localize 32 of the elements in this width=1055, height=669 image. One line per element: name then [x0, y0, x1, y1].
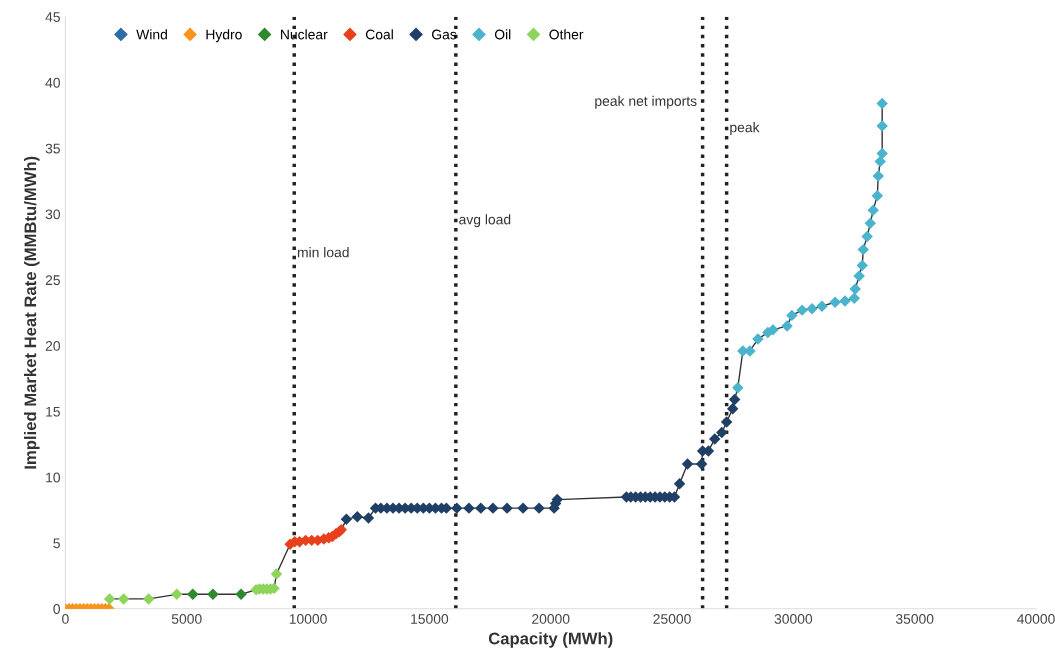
legend-label: Nuclear — [281, 29, 328, 40]
x-tick-label: 5000 — [171, 614, 202, 624]
x-tick-label: 15000 — [411, 614, 449, 624]
x-tick-label: 30000 — [774, 614, 813, 624]
annotation: min load — [297, 247, 349, 258]
y-tick-label: 10 — [46, 472, 61, 483]
x-tick-label: 10000 — [289, 614, 327, 624]
x-tick-label: 35000 — [895, 614, 934, 624]
legend-label: Hydro — [206, 29, 242, 43]
legend-label: Gas — [432, 29, 457, 40]
legend-label: Coal — [365, 29, 393, 40]
y-tick-label: 0 — [53, 604, 61, 614]
y-tick-label: 45 — [45, 12, 60, 22]
y-tick-label: 35 — [45, 143, 60, 154]
annotation: peak — [730, 122, 760, 136]
x-tick-label: 0 — [62, 614, 69, 624]
legend-label: Wind — [136, 29, 167, 40]
y-tick-label: 30 — [45, 209, 61, 220]
x-axis-title: Capacity (MWh) — [488, 632, 613, 648]
x-tick-label: 25000 — [653, 614, 691, 624]
annotation: avg load — [459, 214, 511, 228]
y-tick-label: 40 — [45, 77, 61, 88]
y-tick-label: 15 — [46, 406, 60, 417]
legend-label: Oil — [494, 29, 511, 40]
y-tick-label: 20 — [45, 340, 61, 351]
y-axis-title: Implied Market Heat Rate (MMBtu/MWh) — [24, 156, 40, 469]
x-tick-label: 40000 — [1017, 614, 1055, 624]
annotation: peak net imports — [595, 95, 697, 109]
y-tick-label: 5 — [53, 538, 60, 549]
x-tick-label: 20000 — [532, 614, 570, 624]
y-tick-label: 25 — [45, 275, 60, 286]
legend-label: Other — [549, 29, 584, 40]
